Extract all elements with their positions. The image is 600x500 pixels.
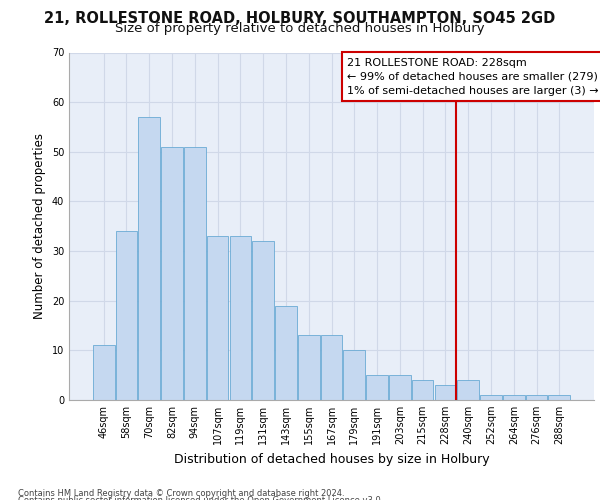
Bar bbox=[161, 147, 183, 400]
Bar bbox=[298, 336, 320, 400]
Bar bbox=[548, 395, 570, 400]
Bar bbox=[343, 350, 365, 400]
Bar bbox=[320, 336, 343, 400]
Bar bbox=[526, 395, 547, 400]
Bar bbox=[253, 241, 274, 400]
Bar bbox=[503, 395, 524, 400]
Bar bbox=[184, 147, 206, 400]
Bar bbox=[139, 117, 160, 400]
Text: Size of property relative to detached houses in Holbury: Size of property relative to detached ho… bbox=[115, 22, 485, 35]
Bar bbox=[389, 375, 410, 400]
Bar bbox=[366, 375, 388, 400]
X-axis label: Distribution of detached houses by size in Holbury: Distribution of detached houses by size … bbox=[173, 452, 490, 466]
Bar bbox=[480, 395, 502, 400]
Bar bbox=[207, 236, 229, 400]
Bar bbox=[93, 346, 115, 400]
Bar bbox=[275, 306, 297, 400]
Text: 21 ROLLESTONE ROAD: 228sqm
← 99% of detached houses are smaller (279)
1% of semi: 21 ROLLESTONE ROAD: 228sqm ← 99% of deta… bbox=[347, 58, 599, 96]
Text: 21, ROLLESTONE ROAD, HOLBURY, SOUTHAMPTON, SO45 2GD: 21, ROLLESTONE ROAD, HOLBURY, SOUTHAMPTO… bbox=[44, 11, 556, 26]
Text: Contains public sector information licensed under the Open Government Licence v3: Contains public sector information licen… bbox=[18, 496, 383, 500]
Text: Contains HM Land Registry data © Crown copyright and database right 2024.: Contains HM Land Registry data © Crown c… bbox=[18, 488, 344, 498]
Bar bbox=[457, 380, 479, 400]
Y-axis label: Number of detached properties: Number of detached properties bbox=[33, 133, 46, 320]
Bar bbox=[412, 380, 433, 400]
Bar bbox=[230, 236, 251, 400]
Bar bbox=[116, 231, 137, 400]
Bar bbox=[434, 385, 456, 400]
